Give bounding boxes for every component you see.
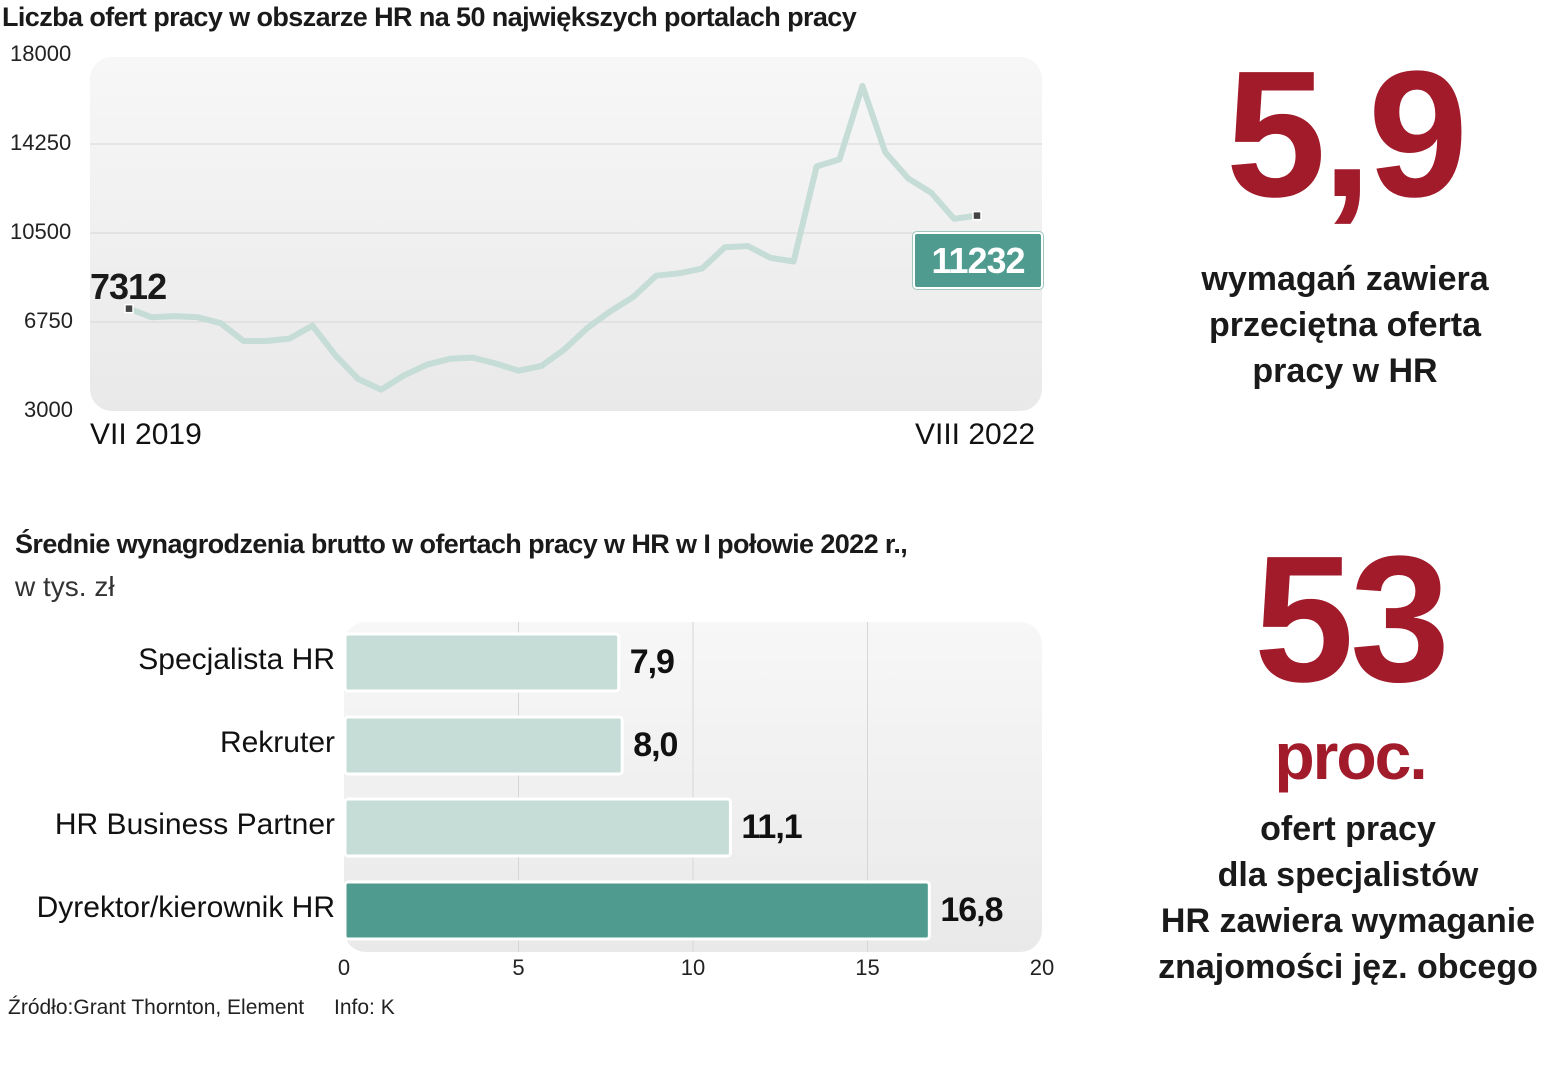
bar-chart: 0 5 10 15 20 — [338, 622, 1054, 980]
stat-number-5-9: 5,9 — [1225, 34, 1468, 235]
stat2-text-line: HR zawiera wymaganie — [1160, 902, 1536, 940]
start-point-marker — [124, 303, 134, 314]
bar — [343, 797, 732, 858]
data-line — [126, 82, 980, 393]
stat-unit-proc: proc. — [1274, 719, 1427, 793]
bar-value-label: 8,0 — [633, 726, 678, 764]
bar-value-label: 11,1 — [741, 808, 802, 846]
y-tick-label: 14250 — [10, 130, 72, 155]
bar-category-label: Rekruter — [219, 726, 335, 759]
x-tick-label: 15 — [855, 955, 879, 980]
stat1-text-line: wymagań zawiera — [1201, 260, 1489, 298]
end-point-marker — [972, 210, 982, 221]
stat2-text-line: ofert pracy — [1260, 810, 1436, 848]
bar-category-label: Specjalista HR — [138, 643, 335, 676]
info-credit: Info: K — [334, 996, 395, 1019]
plot-panel — [90, 57, 1042, 411]
bar-chart-subtitle: w tys. zł — [15, 571, 115, 602]
stat2-text-line: dla specjalistów — [1217, 856, 1479, 894]
bar-category-label: HR Business Partner — [54, 808, 335, 841]
line-chart-title: Liczba ofert pracy w obszarze HR na 50 n… — [2, 2, 857, 32]
x-start-label: VII 2019 — [90, 418, 202, 451]
bar — [343, 715, 624, 776]
bar — [343, 880, 931, 941]
end-value-badge: 11232 — [913, 232, 1043, 289]
x-end-label: VIII 2022 — [915, 418, 1036, 451]
stat1-text-line: pracy w HR — [1252, 352, 1438, 390]
source-credit: Źródło:Grant Thornton, Element — [8, 996, 305, 1019]
x-tick-label: 0 — [338, 955, 350, 980]
y-tick-label: 6750 — [24, 308, 73, 333]
bar-value-label: 16,8 — [940, 891, 1003, 929]
start-value-label: 7312 — [90, 266, 167, 307]
bar — [343, 632, 621, 693]
bar-category-label: Dyrektor/kierownik HR — [36, 891, 335, 924]
line-chart — [90, 57, 1042, 411]
x-tick-label: 5 — [512, 955, 524, 980]
bar-value-label: 7,9 — [629, 643, 675, 681]
x-tick-label: 10 — [681, 955, 705, 980]
x-tick-label: 20 — [1030, 955, 1054, 980]
bar-chart-title: Średnie wynagrodzenia brutto w ofertach … — [15, 529, 908, 559]
y-tick-label: 10500 — [10, 219, 72, 244]
stat2-text-line: znajomości jęz. obcego — [1158, 948, 1538, 986]
y-tick-label: 3000 — [24, 397, 73, 422]
y-tick-label: 18000 — [10, 41, 72, 66]
stat-number-53: 53 — [1253, 519, 1450, 720]
stat1-text-line: przeciętna oferta — [1208, 306, 1482, 344]
